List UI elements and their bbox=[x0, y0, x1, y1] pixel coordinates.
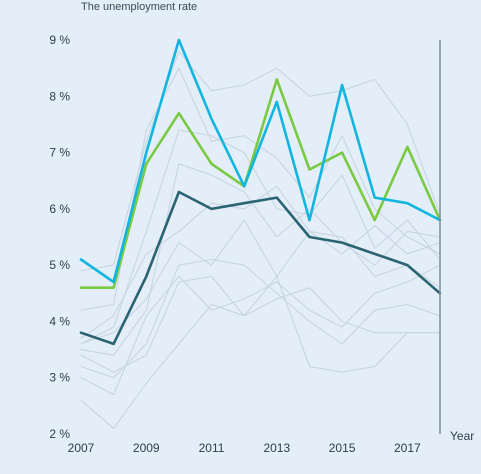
background-series-line bbox=[80, 129, 441, 345]
x-tick-label: 2013 bbox=[263, 441, 290, 455]
chart-title: The unemployment rate bbox=[81, 1, 197, 13]
y-tick-label: 2 % bbox=[49, 427, 70, 441]
highlighted-series-line bbox=[79, 38, 442, 284]
x-tick-label: 2011 bbox=[199, 441, 225, 455]
highlighted-series bbox=[79, 38, 442, 346]
y-tick-label: 8 % bbox=[49, 89, 70, 103]
y-tick-label: 9 % bbox=[49, 33, 70, 47]
x-tick-label: 2017 bbox=[394, 441, 421, 455]
background-series-line bbox=[80, 258, 441, 379]
background-series-line bbox=[80, 67, 441, 311]
y-tick-label: 7 % bbox=[49, 146, 70, 160]
background-series bbox=[80, 50, 441, 429]
background-series-line bbox=[80, 185, 441, 339]
background-series-line bbox=[80, 163, 441, 356]
x-axis-title: Year bbox=[450, 429, 474, 443]
background-series-line bbox=[80, 219, 441, 373]
highlighted-series-line bbox=[79, 190, 442, 346]
background-series-line bbox=[80, 264, 441, 396]
x-tick-label: 2007 bbox=[68, 441, 95, 455]
highlighted-series-line bbox=[79, 78, 442, 290]
y-tick-label: 5 % bbox=[49, 258, 70, 272]
x-tick-label: 2015 bbox=[329, 441, 356, 455]
y-axis-ticks: 2 % 3 % 4 % 5 % 6 % 7 % 8 % 9 % bbox=[49, 33, 70, 441]
x-axis-ticks: 2007 2009 2011 2013 2015 2017 bbox=[68, 441, 421, 455]
y-tick-label: 4 % bbox=[49, 314, 70, 328]
y-tick-label: 6 % bbox=[49, 202, 70, 216]
background-series-line bbox=[80, 230, 441, 373]
x-tick-label: 2009 bbox=[133, 441, 160, 455]
background-series-line bbox=[80, 287, 441, 429]
y-tick-label: 3 % bbox=[49, 371, 70, 385]
